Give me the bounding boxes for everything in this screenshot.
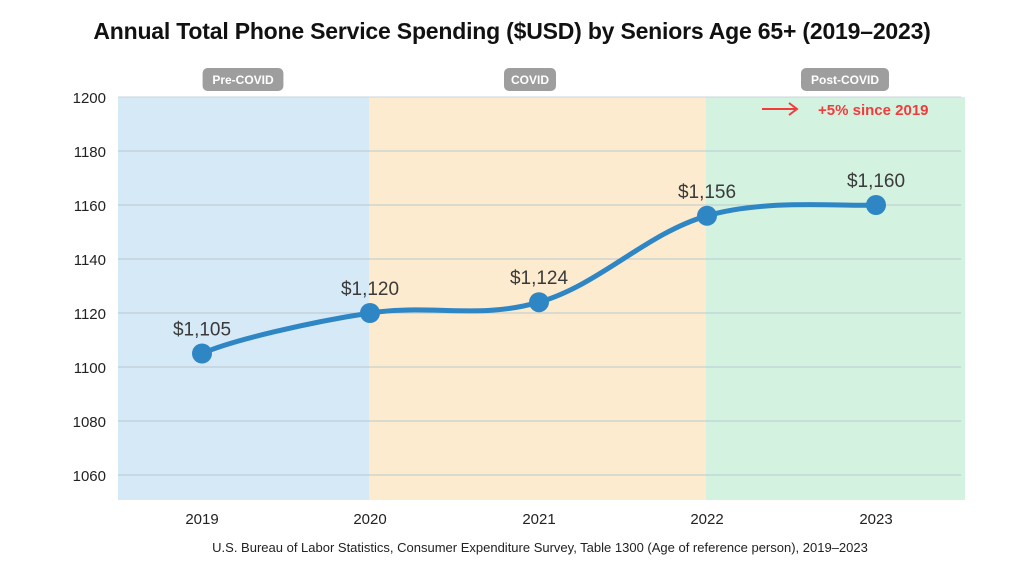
y-tick-label: 1200 [73, 90, 106, 107]
data-point-label: $1,120 [341, 279, 399, 300]
period-badge [202, 68, 284, 91]
data-point-label: $1,160 [847, 171, 905, 192]
annotation-text: +5% since 2019 [818, 102, 929, 119]
period-region-post-covid [706, 97, 965, 500]
source-caption: U.S. Bureau of Labor Statistics, Consume… [212, 540, 868, 555]
annotation-arrowhead-icon [788, 102, 799, 116]
period-badge-label: Pre-COVID [212, 73, 274, 87]
data-point-marker [697, 205, 717, 226]
period-badge-label: COVID [511, 73, 549, 87]
chart-title: Annual Total Phone Service Spending ($US… [93, 18, 931, 44]
period-badge [801, 68, 889, 91]
x-tick-label: 2021 [522, 511, 555, 528]
y-tick-label: 1180 [74, 144, 106, 161]
data-point-label: $1,156 [678, 182, 736, 203]
x-tick-label: 2019 [185, 511, 218, 528]
x-tick-label: 2023 [859, 511, 892, 528]
y-tick-label: 1080 [73, 414, 106, 431]
x-tick-label: 2020 [353, 511, 386, 528]
data-point-marker [360, 303, 380, 323]
y-tick-label: 1060 [73, 468, 106, 485]
period-badge-label: Post-COVID [811, 73, 879, 87]
period-region-pre-covid [118, 97, 369, 500]
data-point-marker [529, 292, 549, 313]
y-tick-label: 1160 [74, 198, 106, 215]
data-point-marker [192, 343, 212, 364]
y-tick-label: 1140 [74, 252, 106, 269]
period-badge [504, 68, 556, 91]
data-point-label: $1,105 [173, 320, 231, 341]
y-tick-label: 1120 [74, 306, 106, 323]
data-point-marker [866, 195, 886, 215]
data-point-label: $1,124 [510, 268, 569, 289]
y-tick-label: 1100 [74, 360, 106, 377]
x-tick-label: 2022 [690, 511, 723, 528]
